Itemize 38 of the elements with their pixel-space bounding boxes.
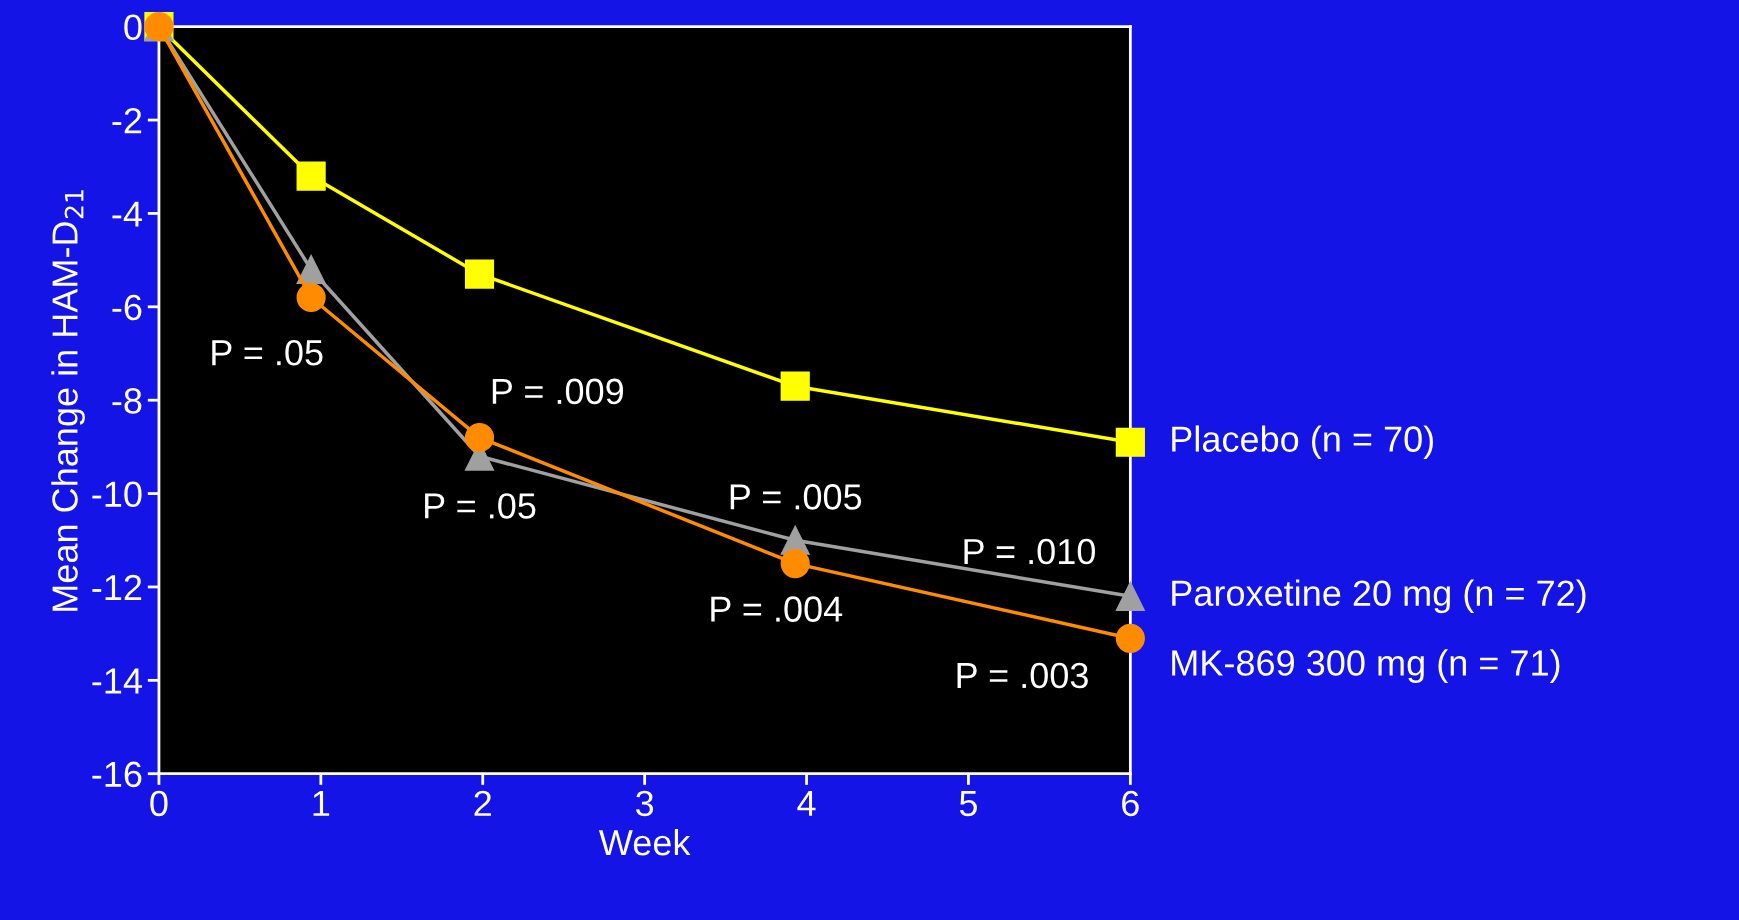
- y-tick-label: -12: [92, 574, 142, 601]
- x-tick-label: 6: [1122, 790, 1139, 817]
- point: [464, 422, 495, 453]
- annotation: P = .05: [425, 493, 536, 519]
- annotation: P = .003: [957, 662, 1088, 689]
- x-tick-label: 1: [313, 791, 330, 816]
- y-tick-label: -16: [92, 761, 142, 788]
- series-label: Placebo (n = 70): [1172, 425, 1433, 460]
- x-axis-title: Week: [598, 828, 691, 856]
- point: [296, 161, 326, 191]
- y-tick-label: 0: [124, 14, 142, 41]
- point: [1115, 581, 1145, 611]
- x-tick-label: 3: [635, 790, 654, 817]
- x-tick-label: 5: [959, 791, 977, 817]
- point: [464, 259, 495, 289]
- annotation: P = .05: [212, 339, 323, 366]
- y-tick-label: -14: [92, 668, 142, 694]
- annotation: P = .004: [711, 596, 843, 622]
- annotation: P = .005: [730, 484, 862, 510]
- series-label: Paroxetine 20 mg (n = 72): [1172, 579, 1586, 614]
- point: [1115, 427, 1145, 457]
- point: [780, 371, 810, 401]
- y-tick-label: -10: [92, 481, 142, 508]
- y-tick-label: -4: [112, 201, 142, 227]
- y-tick-label: -2: [112, 107, 142, 134]
- y-tick-label: -8: [112, 388, 142, 414]
- point: [780, 549, 810, 579]
- y-axis-title: Mean Change in HAM-D$_{21}$: [51, 190, 85, 611]
- point: [1115, 623, 1145, 653]
- annotation: P = .009: [492, 378, 624, 405]
- x-tick-label: 0: [150, 790, 168, 817]
- point: [296, 282, 326, 313]
- series-label: MK-869 300 mg (n = 71): [1172, 649, 1560, 683]
- x-tick-label: 2: [474, 790, 491, 816]
- x-tick-label: 4: [797, 791, 816, 816]
- point: [296, 254, 326, 285]
- annotation: P = .010: [964, 538, 1095, 565]
- y-tick-label: -6: [112, 294, 142, 321]
